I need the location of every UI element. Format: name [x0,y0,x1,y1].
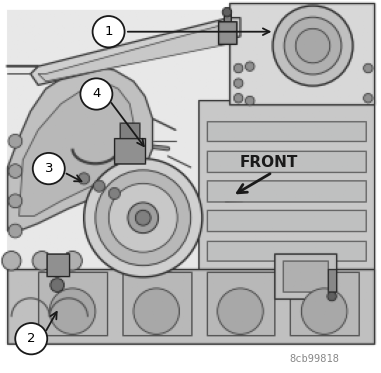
Text: 4: 4 [92,88,101,100]
Circle shape [33,153,65,184]
Circle shape [80,78,112,110]
Text: FRONT: FRONT [239,155,298,170]
Circle shape [93,16,125,47]
Text: 2: 2 [27,332,35,345]
Circle shape [15,323,47,354]
Text: 3: 3 [45,162,53,175]
Text: 8cb99818: 8cb99818 [289,354,339,364]
Text: 1: 1 [104,25,113,38]
